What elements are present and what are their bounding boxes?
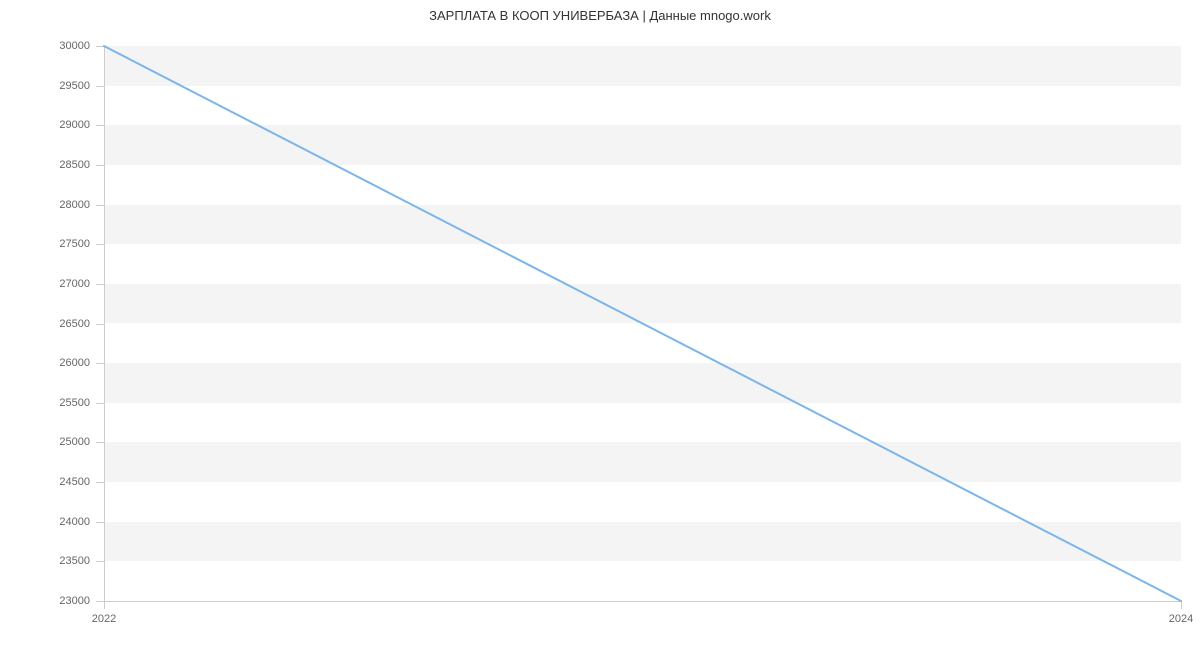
chart-title: ЗАРПЛАТА В КООП УНИВЕРБАЗА | Данные mnog… [0,8,1200,23]
y-tick [96,165,104,166]
series-line-salary [104,46,1181,601]
y-tick-label: 25500 [59,397,90,409]
y-tick-label: 24000 [59,516,90,528]
y-tick [96,284,104,285]
y-tick [96,244,104,245]
y-tick [96,442,104,443]
y-tick [96,482,104,483]
y-tick-label: 24500 [59,476,90,488]
x-tick-label: 2022 [92,613,116,625]
y-tick [96,46,104,47]
y-tick-label: 25000 [59,436,90,448]
plot-area: 2300023500240002450025000255002600026500… [104,46,1181,601]
salary-line-chart: ЗАРПЛАТА В КООП УНИВЕРБАЗА | Данные mnog… [0,0,1200,650]
y-tick-label: 28500 [59,159,90,171]
y-tick [96,403,104,404]
series-layer [104,46,1181,601]
y-tick [96,205,104,206]
y-tick-label: 27000 [59,278,90,290]
y-tick [96,561,104,562]
x-axis-line [104,601,1181,602]
y-tick [96,522,104,523]
y-tick-label: 30000 [59,40,90,52]
y-tick-label: 26000 [59,357,90,369]
y-tick-label: 28000 [59,199,90,211]
y-tick [96,125,104,126]
x-tick [1181,601,1182,609]
y-tick-label: 23000 [59,595,90,607]
y-tick-label: 27500 [59,238,90,250]
y-tick [96,86,104,87]
y-tick [96,601,104,602]
y-tick-label: 26500 [59,318,90,330]
y-tick [96,363,104,364]
y-tick [96,324,104,325]
y-tick-label: 29500 [59,80,90,92]
x-tick [104,601,105,609]
y-tick-label: 23500 [59,555,90,567]
y-tick-label: 29000 [59,119,90,131]
x-tick-label: 2024 [1169,613,1193,625]
